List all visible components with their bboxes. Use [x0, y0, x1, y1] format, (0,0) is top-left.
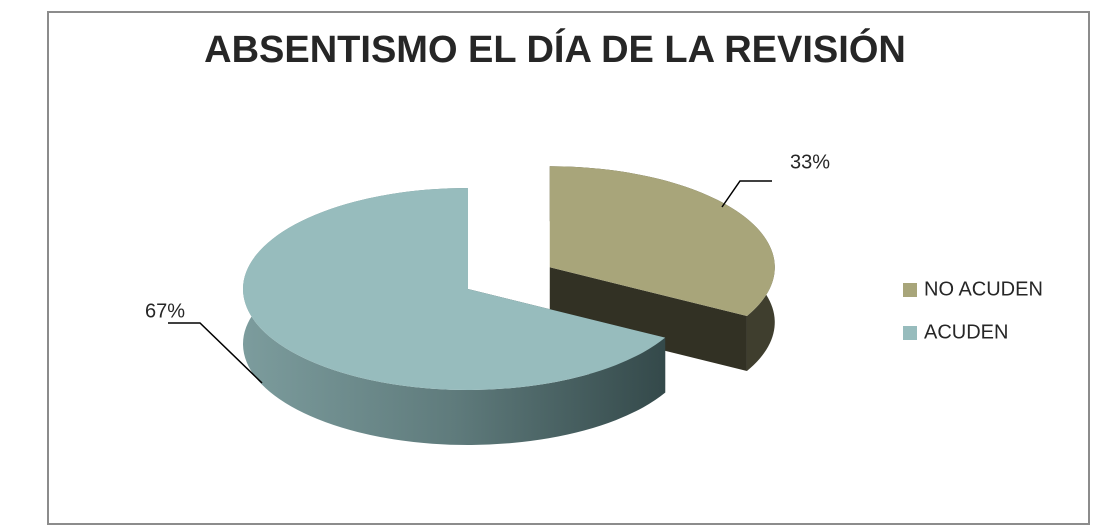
legend-swatch [903, 326, 917, 340]
data-label: 67% [145, 300, 185, 322]
pie-slice [243, 188, 666, 446]
chart-title: ABSENTISMO EL DÍA DE LA REVISIÓN [204, 27, 906, 71]
pie-slice [549, 166, 775, 371]
legend-label: ACUDEN [924, 321, 1008, 343]
slice-top [243, 188, 666, 390]
slice-top [549, 166, 775, 316]
data-label: 33% [790, 151, 830, 173]
leader-line [168, 322, 263, 384]
leader-line [721, 180, 772, 208]
slice-wall [549, 267, 747, 371]
legend-swatch [903, 283, 917, 297]
legend-label: NO ACUDEN [924, 278, 1043, 300]
